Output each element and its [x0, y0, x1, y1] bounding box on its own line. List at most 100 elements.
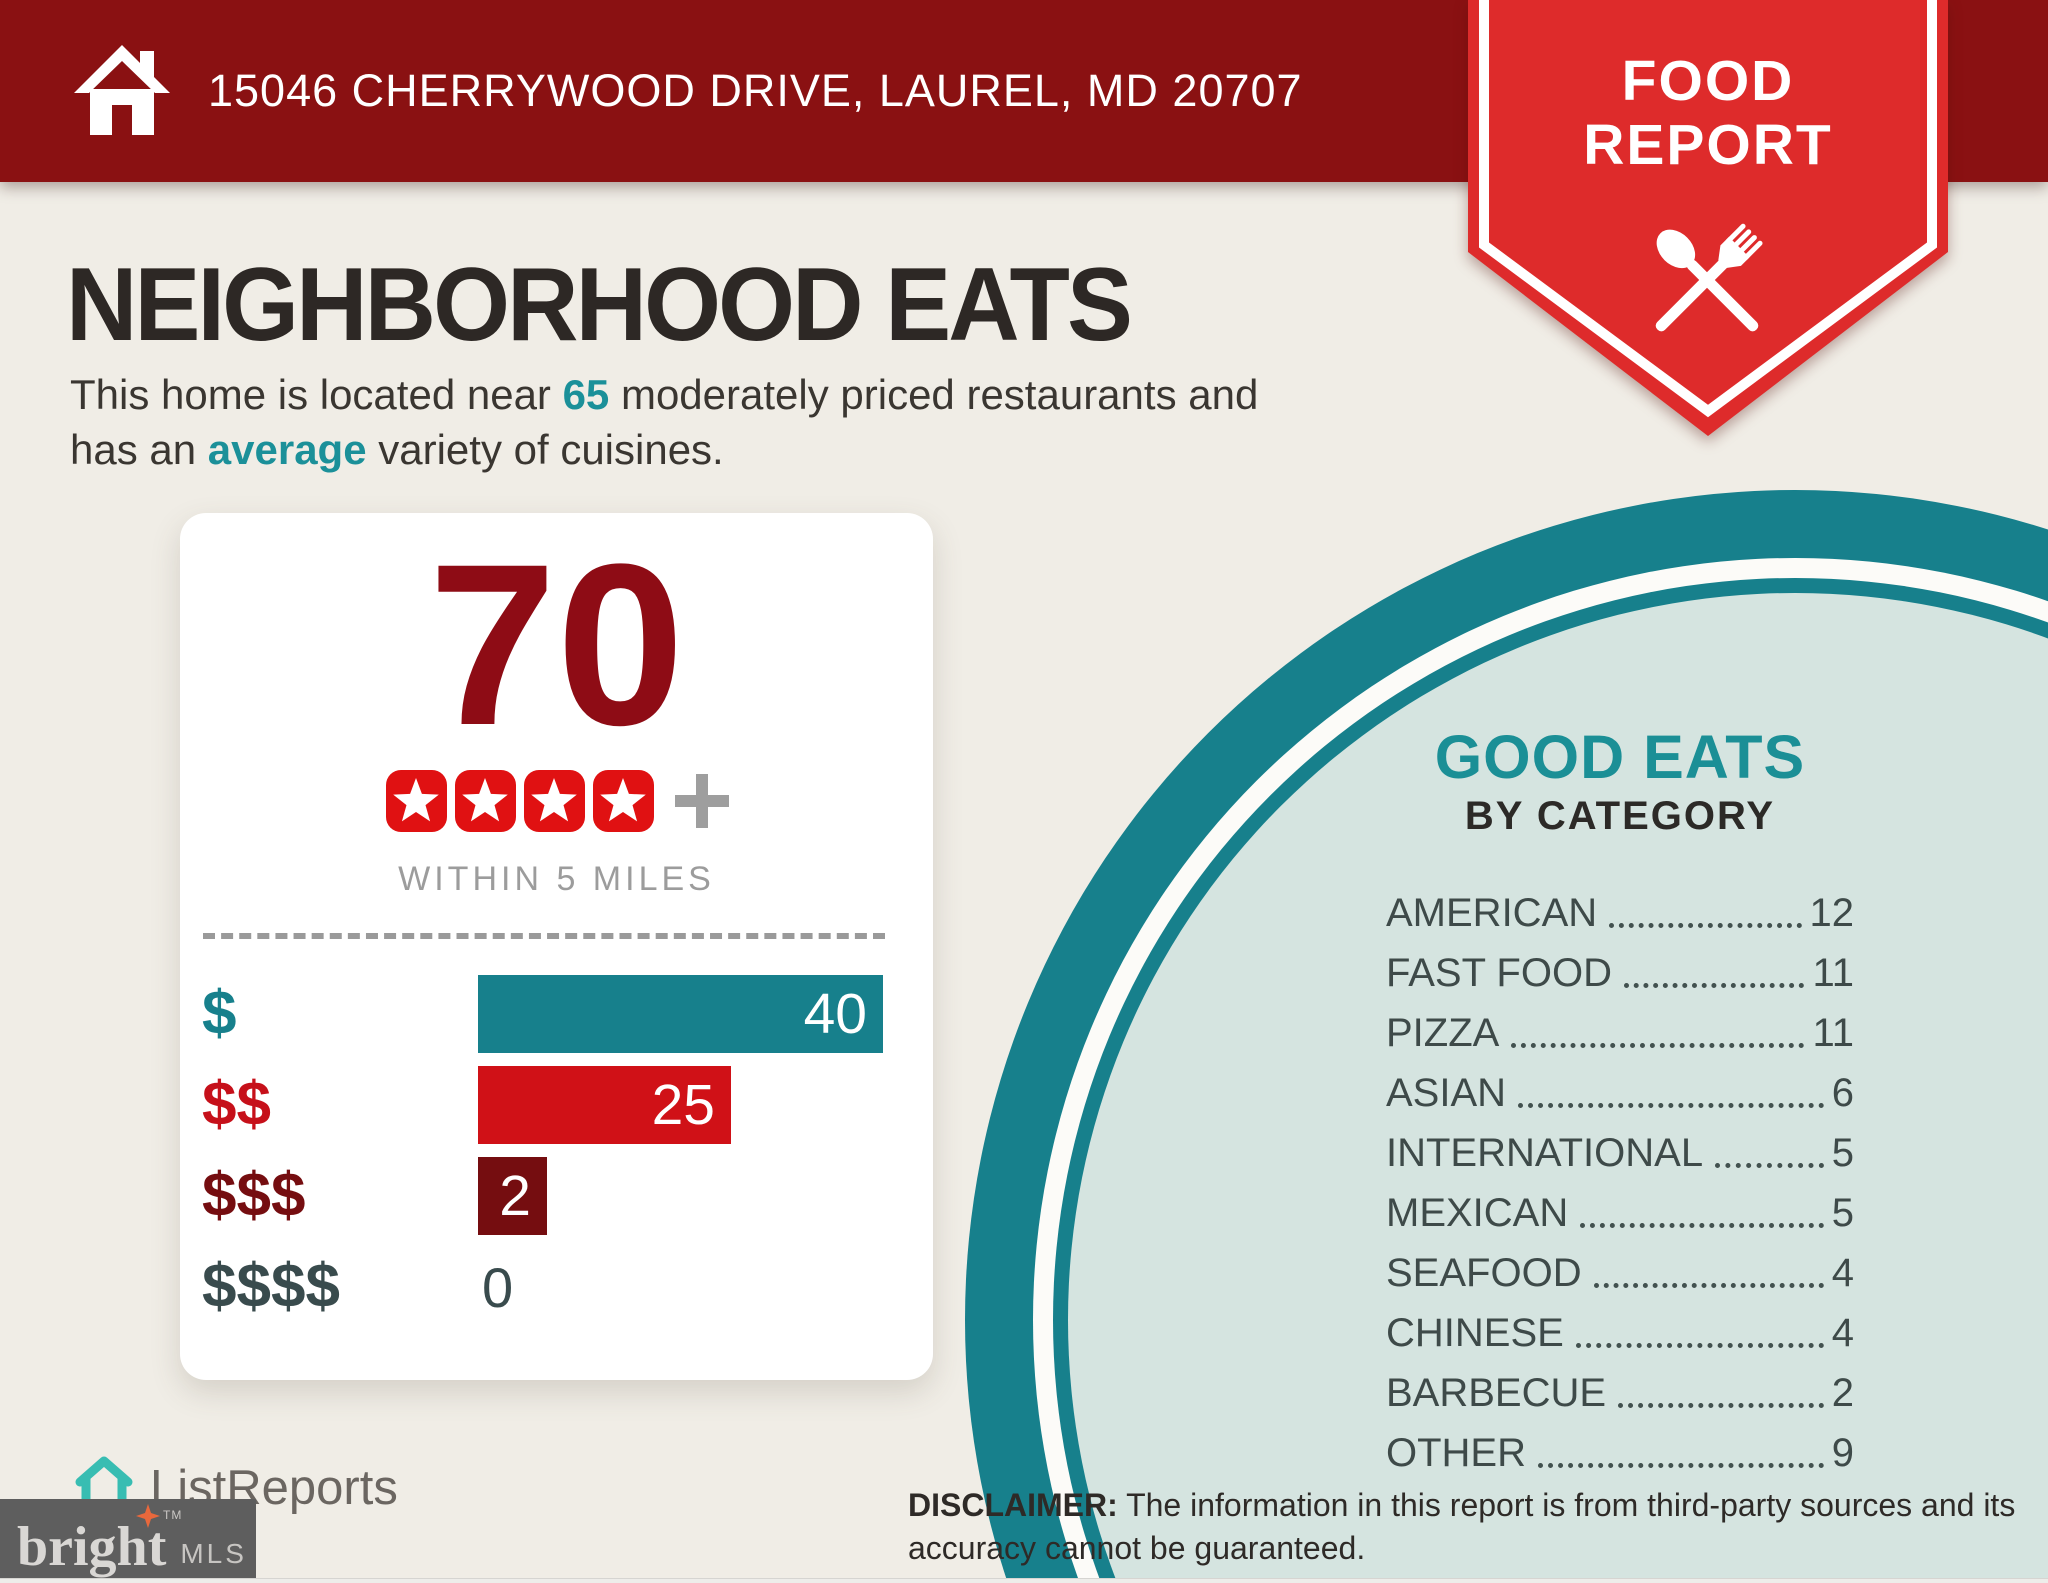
category-count: 6	[1831, 1071, 1854, 1115]
bar-value: 25	[651, 1073, 715, 1137]
bar-fill: 2	[478, 1157, 547, 1235]
category-count: 2	[1831, 1371, 1854, 1415]
dotted-leader	[1715, 1163, 1824, 1168]
category-row: ASIAN 6	[1386, 1063, 1854, 1123]
category-name: MEXICAN	[1386, 1191, 1569, 1235]
category-name: SEAFOOD	[1386, 1251, 1582, 1295]
category-count: 4	[1831, 1311, 1854, 1355]
ribbon-title-line1: FOOD	[1621, 49, 1795, 113]
dotted-leader	[1609, 923, 1802, 928]
dotted-leader	[1538, 1463, 1824, 1468]
bar-value: 40	[803, 982, 867, 1046]
property-address: 15046 CHERRYWOOD DRIVE, LAUREL, MD 20707	[208, 65, 1303, 116]
subtitle-text-post: variety of cuisines.	[366, 425, 724, 473]
mls-wordmark: MLS	[180, 1538, 247, 1569]
bar-label: $	[202, 979, 237, 1048]
spoon-fork-icon	[1622, 208, 1792, 363]
bar-fill: 25	[478, 1066, 731, 1144]
page-subtitle: This home is located near 65 moderately …	[70, 368, 1280, 477]
price-bars: $40 $$ 25 $$$ 2 $$$$ 0	[202, 975, 888, 1339]
dotted-leader	[1511, 1043, 1805, 1048]
bar-track: 2	[478, 1157, 888, 1235]
score-card: 70 WITHIN 5 MILES $40 $$ 25 $$$ 2 $$$$ 0	[180, 513, 933, 1380]
page-title: NEIGHBORHOOD EATS	[66, 247, 1133, 363]
good-eats-title: GOOD EATS	[1434, 723, 1806, 791]
bar-label: $$$	[202, 1161, 306, 1230]
subtitle-text-mid: moderately priced restaurants and has an	[70, 371, 1259, 473]
dotted-leader	[1618, 1403, 1824, 1408]
star-icon	[523, 768, 586, 839]
category-name: FAST FOOD	[1386, 951, 1612, 995]
restaurant-score: 70	[428, 516, 685, 773]
good-eats-panel: GOOD EATS BY CATEGORY AMERICAN 12 FAST FOO…	[1386, 722, 1854, 1483]
bar-track: 0	[478, 1248, 888, 1326]
category-row: BARBECUE 2	[1386, 1363, 1854, 1423]
subtitle-text-pre: This home is located near	[70, 371, 563, 418]
restaurant-count: 65	[562, 371, 610, 418]
category-row: FAST FOOD 11	[1386, 943, 1854, 1003]
ribbon-title-line2: REPORT	[1583, 112, 1833, 177]
bright-trademark: TM	[163, 1508, 183, 1522]
score-caption: WITHIN 5 MILES	[398, 860, 715, 898]
bar-fill: 40	[478, 975, 883, 1053]
food-report-ribbon	[1468, 0, 1948, 436]
dotted-leader	[1575, 1343, 1824, 1348]
good-eats-subtitle: BY CATEGORY	[1464, 794, 1776, 838]
bar-row: $$$$ 0	[202, 1248, 888, 1326]
star-icon	[385, 768, 448, 839]
category-count: 12	[1809, 891, 1855, 935]
bar-row: $$$ 2	[202, 1157, 888, 1235]
plus-icon	[674, 774, 729, 833]
category-name: AMERICAN	[1386, 891, 1598, 935]
header-banner-content: 15046 CHERRYWOOD DRIVE, LAUREL, MD 20707	[0, 39, 1303, 144]
category-count: 4	[1831, 1251, 1854, 1295]
bar-value: 2	[499, 1164, 531, 1228]
category-count: 11	[1812, 1011, 1854, 1055]
category-list: AMERICAN 12 FAST FOOD 11 PIZZA 11 ASIAN 6 INTERN…	[1386, 883, 1854, 1483]
category-name: PIZZA	[1386, 1011, 1500, 1055]
dotted-leader	[1623, 983, 1805, 988]
category-row: OTHER 9	[1386, 1423, 1854, 1483]
bar-track: 25	[478, 1066, 888, 1144]
category-count: 5	[1831, 1131, 1854, 1175]
bar-label: $$$$	[202, 1252, 340, 1321]
bright-wordmark: bright	[17, 1515, 167, 1578]
category-count: 11	[1812, 951, 1854, 995]
category-count: 5	[1831, 1191, 1854, 1235]
dashed-divider	[203, 933, 885, 939]
category-row: CHINESE 4	[1386, 1303, 1854, 1363]
star-icon	[592, 768, 655, 839]
bar-label: $$	[202, 1070, 271, 1139]
variety-rating: average	[207, 425, 367, 473]
dotted-leader	[1580, 1223, 1824, 1228]
disclaimer-text: The information in this report is from t…	[908, 1487, 2016, 1566]
dotted-leader	[1593, 1283, 1824, 1288]
disclaimer-label: DISCLAIMER:	[908, 1487, 1118, 1523]
bar-value: 0	[482, 1255, 514, 1319]
disclaimer: DISCLAIMER: The information in this repo…	[908, 1484, 2038, 1570]
home-icon	[70, 39, 174, 144]
category-name: ASIAN	[1386, 1071, 1507, 1115]
bottom-edge-strip	[0, 1578, 2048, 1583]
bar-track: 40	[478, 975, 888, 1053]
star-rating	[180, 768, 933, 839]
category-name: BARBECUE	[1386, 1371, 1607, 1415]
bar-row: $40	[202, 975, 888, 1053]
brightmls-content: bright TM MLS	[0, 1499, 256, 1583]
dotted-leader	[1518, 1103, 1824, 1108]
brightmls-badge: bright TM MLS	[0, 1499, 256, 1583]
category-row: AMERICAN 12	[1386, 883, 1854, 943]
category-row: PIZZA 11	[1386, 1003, 1854, 1063]
category-row: MEXICAN 5	[1386, 1183, 1854, 1243]
category-name: OTHER	[1386, 1431, 1526, 1475]
bar-row: $$ 25	[202, 1066, 888, 1144]
category-count: 9	[1831, 1431, 1854, 1475]
category-name: CHINESE	[1386, 1311, 1564, 1355]
bright-star-icon	[136, 1504, 160, 1533]
category-row: INTERNATIONAL 5	[1386, 1123, 1854, 1183]
category-row: SEAFOOD 4	[1386, 1243, 1854, 1303]
ribbon-title: FOOD REPORT	[1460, 49, 1956, 178]
star-icon	[454, 768, 517, 839]
